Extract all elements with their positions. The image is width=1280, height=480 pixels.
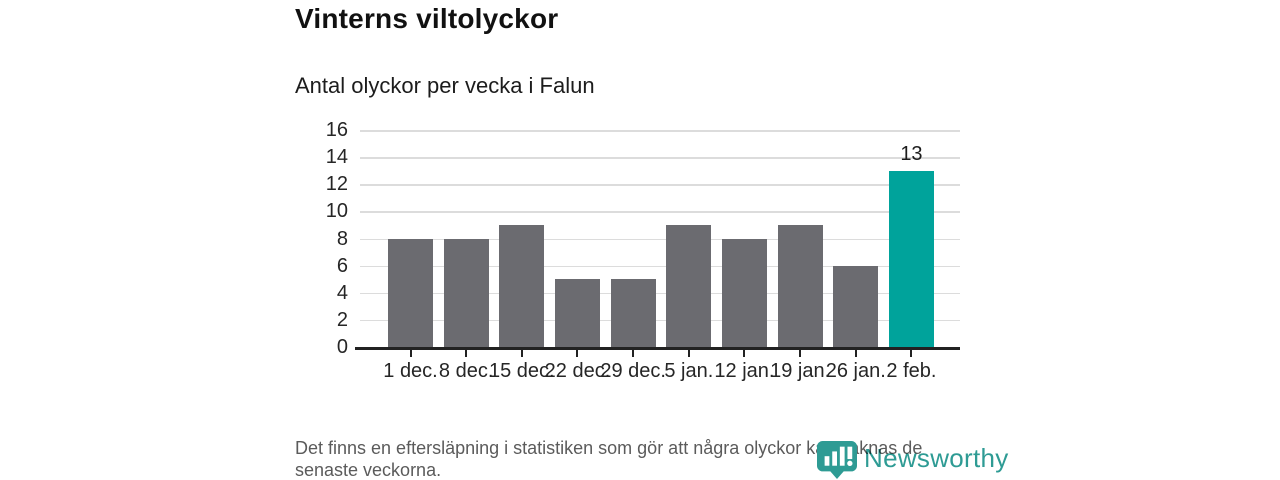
x-axis-label: 22 dec. — [544, 360, 611, 382]
x-axis-label: 19 jan. — [770, 360, 831, 382]
bar — [721, 238, 767, 347]
y-axis-label: 14 — [325, 146, 348, 169]
x-axis-label: 26 jan. — [825, 360, 886, 382]
bar — [777, 224, 823, 347]
x-axis-tick — [743, 349, 746, 357]
value-label: 13 — [900, 142, 923, 165]
bar — [610, 279, 656, 347]
bar — [666, 224, 712, 347]
x-axis-tick — [576, 349, 579, 357]
gridline — [360, 184, 960, 186]
x-axis-tick — [910, 349, 913, 357]
x-axis-line — [355, 347, 960, 350]
x-axis-tick — [799, 349, 802, 357]
chart-title: Vinterns viltolyckor — [295, 3, 559, 34]
x-axis-label: 5 jan. — [664, 360, 714, 382]
x-axis-label: 15 dec. — [489, 360, 555, 382]
bar — [388, 238, 433, 347]
highlighted-bar — [888, 170, 934, 347]
gridline — [360, 319, 960, 322]
x-axis-label: 29 dec. — [600, 360, 666, 382]
bar — [443, 238, 489, 347]
y-axis-label: 0 — [336, 336, 348, 358]
x-axis-tick — [854, 349, 857, 357]
x-axis-tick — [632, 349, 635, 357]
bar — [833, 265, 879, 347]
x-axis-tick — [409, 349, 412, 357]
bar — [499, 224, 545, 347]
bar — [554, 279, 600, 347]
gridline — [360, 130, 960, 132]
gridline — [360, 292, 960, 295]
y-axis-label: 4 — [336, 281, 348, 304]
y-axis-label: 8 — [336, 227, 348, 250]
y-axis-label: 2 — [336, 308, 348, 331]
gridline — [360, 265, 960, 268]
x-axis-tick — [520, 349, 523, 357]
chart-subtitle: Antal olyckor per vecka i Falun — [295, 73, 595, 98]
bar-chart-bubble-icon — [817, 440, 857, 480]
bar-chart: 0 2 4 6 8 10 12 14 16 1 dec. 8 dec. 15 dec. 22 dec. 2… — [300, 119, 1000, 395]
footer-note: Det finns en eftersläpning i statistiken… — [295, 438, 923, 480]
y-axis-label: 10 — [325, 200, 348, 223]
x-axis-label: 12 jan. — [714, 360, 775, 382]
x-axis-label: 1 dec. — [383, 360, 438, 382]
x-axis-tick — [465, 349, 468, 357]
gridline — [360, 157, 960, 159]
x-axis-tick — [687, 349, 690, 357]
y-axis-label: 6 — [336, 254, 348, 277]
gridline — [360, 211, 960, 213]
x-axis-label: 8 dec. — [438, 360, 494, 382]
y-axis-label: 16 — [325, 119, 348, 141]
x-axis-label: 2 feb. — [886, 360, 937, 382]
y-axis-label: 12 — [325, 173, 348, 196]
newsworthy-wordmark: Newsworthy — [864, 443, 1009, 473]
gridline — [360, 238, 960, 240]
newsworthy-logo[interactable]: Newsworthy — [816, 440, 1056, 480]
